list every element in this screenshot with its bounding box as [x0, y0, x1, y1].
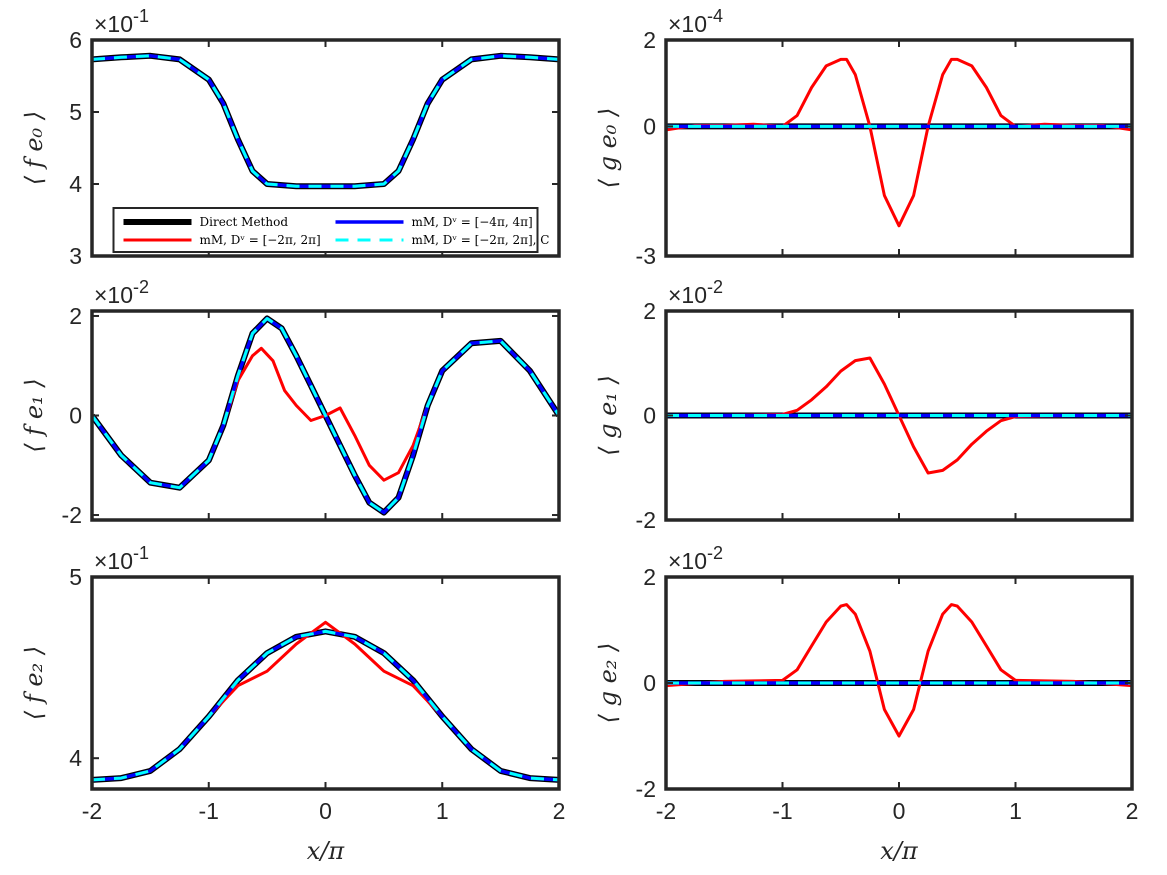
y-multiplier: ×10-1 [94, 543, 149, 574]
series-line-mm2 [666, 57, 1132, 228]
legend: Direct Method mM, Dᵛ = [−2π, 2π] mM, Dᵛ = … [112, 207, 550, 253]
y-tick-label: -2 [62, 502, 82, 528]
x-tick-label: 2 [553, 798, 566, 824]
series-group [92, 315, 559, 516]
y-axis-label: ⟨ f e₂ ⟩ [20, 646, 48, 720]
legend-entry: mM, Dᵛ = [−2π, 2π] [200, 233, 321, 247]
y-tick-label: 2 [69, 303, 82, 329]
x-axis-label: x/π [880, 837, 919, 865]
series-line-mmc [92, 54, 559, 188]
y-tick-label: 0 [643, 403, 656, 429]
legend-entry: mM, Dᵛ = [−2π, 2π], C [412, 233, 550, 247]
panel-ge1: -2 0 2 ×10-2 ⟨ g e₁ ⟩ [594, 277, 1134, 533]
legend-entry: mM, Dᵛ = [−4π, 4π] [412, 215, 533, 229]
series-line-mm2 [92, 54, 559, 188]
series-group [92, 52, 559, 190]
y-tick-label: 2 [643, 298, 656, 324]
y-tick-label: -2 [636, 776, 656, 802]
x-tick-label: 1 [436, 798, 449, 824]
series-line-direct [92, 628, 559, 783]
y-axis-label: ⟨ g e₁ ⟩ [594, 375, 622, 456]
panel-ge0: -3 0 2 ×10-4 ⟨ g e₀ ⟩ [594, 6, 1134, 269]
panel-fe0: 3 4 5 6 ×10-1 ⟨ f e₀ ⟩ Direct Method mM, Dᵛ = [… [20, 6, 561, 269]
y-tick-label: 4 [69, 745, 82, 771]
y-tick-label: 4 [69, 171, 82, 197]
x-axis-label: x/π [307, 837, 346, 865]
x-tick-label: -2 [82, 798, 102, 824]
y-tick-label: 3 [69, 243, 82, 269]
y-tick-label: 6 [69, 27, 82, 53]
y-multiplier: ×10-2 [668, 543, 723, 574]
series-group [92, 620, 559, 783]
y-tick-label: 0 [643, 113, 656, 139]
x-tick-label: 0 [319, 798, 332, 824]
x-tick-label: 0 [893, 798, 906, 824]
x-tick-label: 1 [1009, 798, 1022, 824]
y-tick-label: 5 [69, 564, 82, 590]
x-tick-label: -1 [772, 798, 792, 824]
series-line-mmc [92, 629, 559, 782]
x-tick-label: -1 [199, 798, 219, 824]
y-tick-label: 0 [643, 670, 656, 696]
y-axis-label: ⟨ f e₁ ⟩ [20, 378, 48, 452]
series-group [666, 356, 1132, 475]
y-multiplier: ×10-2 [668, 277, 723, 308]
axes-frame [90, 575, 561, 791]
series-line-direct [92, 52, 559, 190]
legend-entry: Direct Method [200, 215, 289, 229]
y-tick-label: 0 [69, 403, 82, 429]
series-group [666, 603, 1132, 738]
series-line-mm4 [92, 54, 559, 188]
series-line-mm2 [92, 620, 559, 782]
x-tick-label: 2 [1126, 798, 1139, 824]
y-tick-label: -3 [636, 243, 656, 269]
legend-box [112, 207, 539, 253]
series-line-mmc [92, 317, 559, 514]
series-group [666, 57, 1132, 228]
series-line-mm4 [92, 629, 559, 782]
y-tick-label: 2 [643, 564, 656, 590]
x-tick-label: -2 [656, 798, 676, 824]
series-line-mm2 [666, 603, 1132, 738]
panel-ge2: -2 -1 0 1 2 -2 0 2 ×10-2 ⟨ g e₂ ⟩ x/π [594, 543, 1138, 865]
y-tick-label: -2 [636, 507, 656, 533]
y-axis-label: ⟨ g e₂ ⟩ [594, 643, 622, 724]
y-multiplier: ×10-1 [94, 6, 149, 37]
y-tick-label: 2 [643, 27, 656, 53]
panel-fe2: -2 -1 0 1 2 4 5 ×10-1 ⟨ f e₂ ⟩ x/π [20, 543, 565, 865]
y-axis-label: ⟨ g e₀ ⟩ [594, 108, 622, 189]
y-multiplier: ×10-2 [94, 277, 149, 308]
y-tick-label: 5 [69, 99, 82, 125]
y-multiplier: ×10-4 [668, 6, 723, 37]
panel-fe1: -2 0 2 ×10-2 ⟨ f e₁ ⟩ [20, 277, 561, 528]
y-axis-label: ⟨ f e₀ ⟩ [20, 111, 48, 185]
